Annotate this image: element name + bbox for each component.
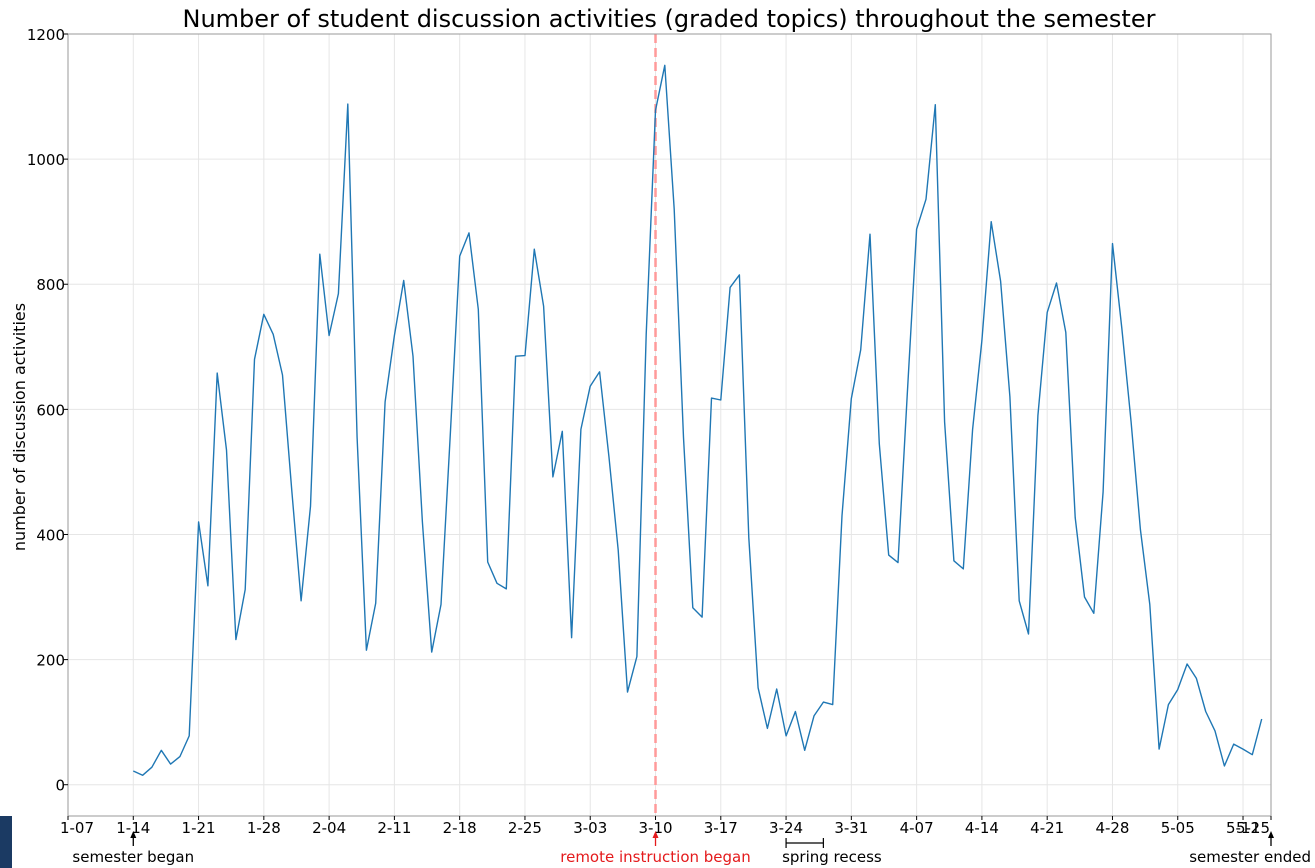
y-tick-label: 0: [55, 777, 65, 795]
x-tick-label: 4-07: [900, 819, 934, 837]
x-tick-label: 2-25: [508, 819, 542, 837]
plot-frame: [67, 33, 1272, 817]
annotation-label: semester ended: [1189, 848, 1311, 866]
x-tick-label: 1-07: [60, 819, 94, 837]
y-axis-label: number of discussion activities: [10, 303, 29, 551]
annotation-arrow-head: [652, 831, 659, 838]
x-tick-label: 4-21: [1030, 819, 1064, 837]
x-tick-label: 3-03: [573, 819, 607, 837]
y-tick-label: 200: [36, 652, 65, 670]
x-tick-label: 5-15: [1236, 819, 1270, 837]
x-tick-label: 3-10: [638, 819, 672, 837]
corner-decoration: [0, 816, 12, 868]
y-tick-label: 1000: [27, 151, 65, 169]
x-tick-label: 3-31: [834, 819, 868, 837]
x-tick-label: 2-04: [312, 819, 346, 837]
x-tick-label: 2-11: [377, 819, 411, 837]
x-tick-label: 4-14: [965, 819, 999, 837]
annotation-label: spring recess: [782, 848, 882, 866]
annotation-arrow-head: [130, 831, 137, 838]
series: [133, 64, 1263, 776]
x-tick-label: 1-14: [116, 819, 150, 837]
y-tick-label: 800: [36, 276, 65, 294]
x-tick-label: 1-28: [247, 819, 281, 837]
y-tick-label: 1200: [27, 26, 65, 44]
annotations: semester began remote instruction began sp…: [72, 831, 1311, 866]
x-tick-label: 5-05: [1161, 819, 1195, 837]
x-tick-label: 1-21: [182, 819, 216, 837]
x-tick-label: 5-12: [1226, 819, 1260, 837]
chart-title: Number of student discussion activities …: [183, 5, 1156, 33]
y-axis-ticks: 0 200 400 600 800 1000 1200: [27, 26, 68, 795]
y-tick-label: 400: [36, 526, 65, 544]
series-line: [133, 64, 1263, 776]
grid: [67, 33, 1272, 816]
x-tick-label: 3-17: [704, 819, 738, 837]
x-tick-label: 2-18: [443, 819, 477, 837]
annotation-arrow-head: [1268, 831, 1274, 838]
y-tick-label: 600: [36, 401, 65, 419]
annotation-label: remote instruction began: [560, 848, 751, 866]
x-tick-label: 4-28: [1095, 819, 1129, 837]
x-axis-ticks: 1-07 1-14 1-21 1-28 2-04 2-11 2-18 2-25 3-03 3-10…: [60, 816, 1272, 837]
annotation-label: semester began: [72, 848, 194, 866]
x-tick-label: 3-24: [769, 819, 803, 837]
